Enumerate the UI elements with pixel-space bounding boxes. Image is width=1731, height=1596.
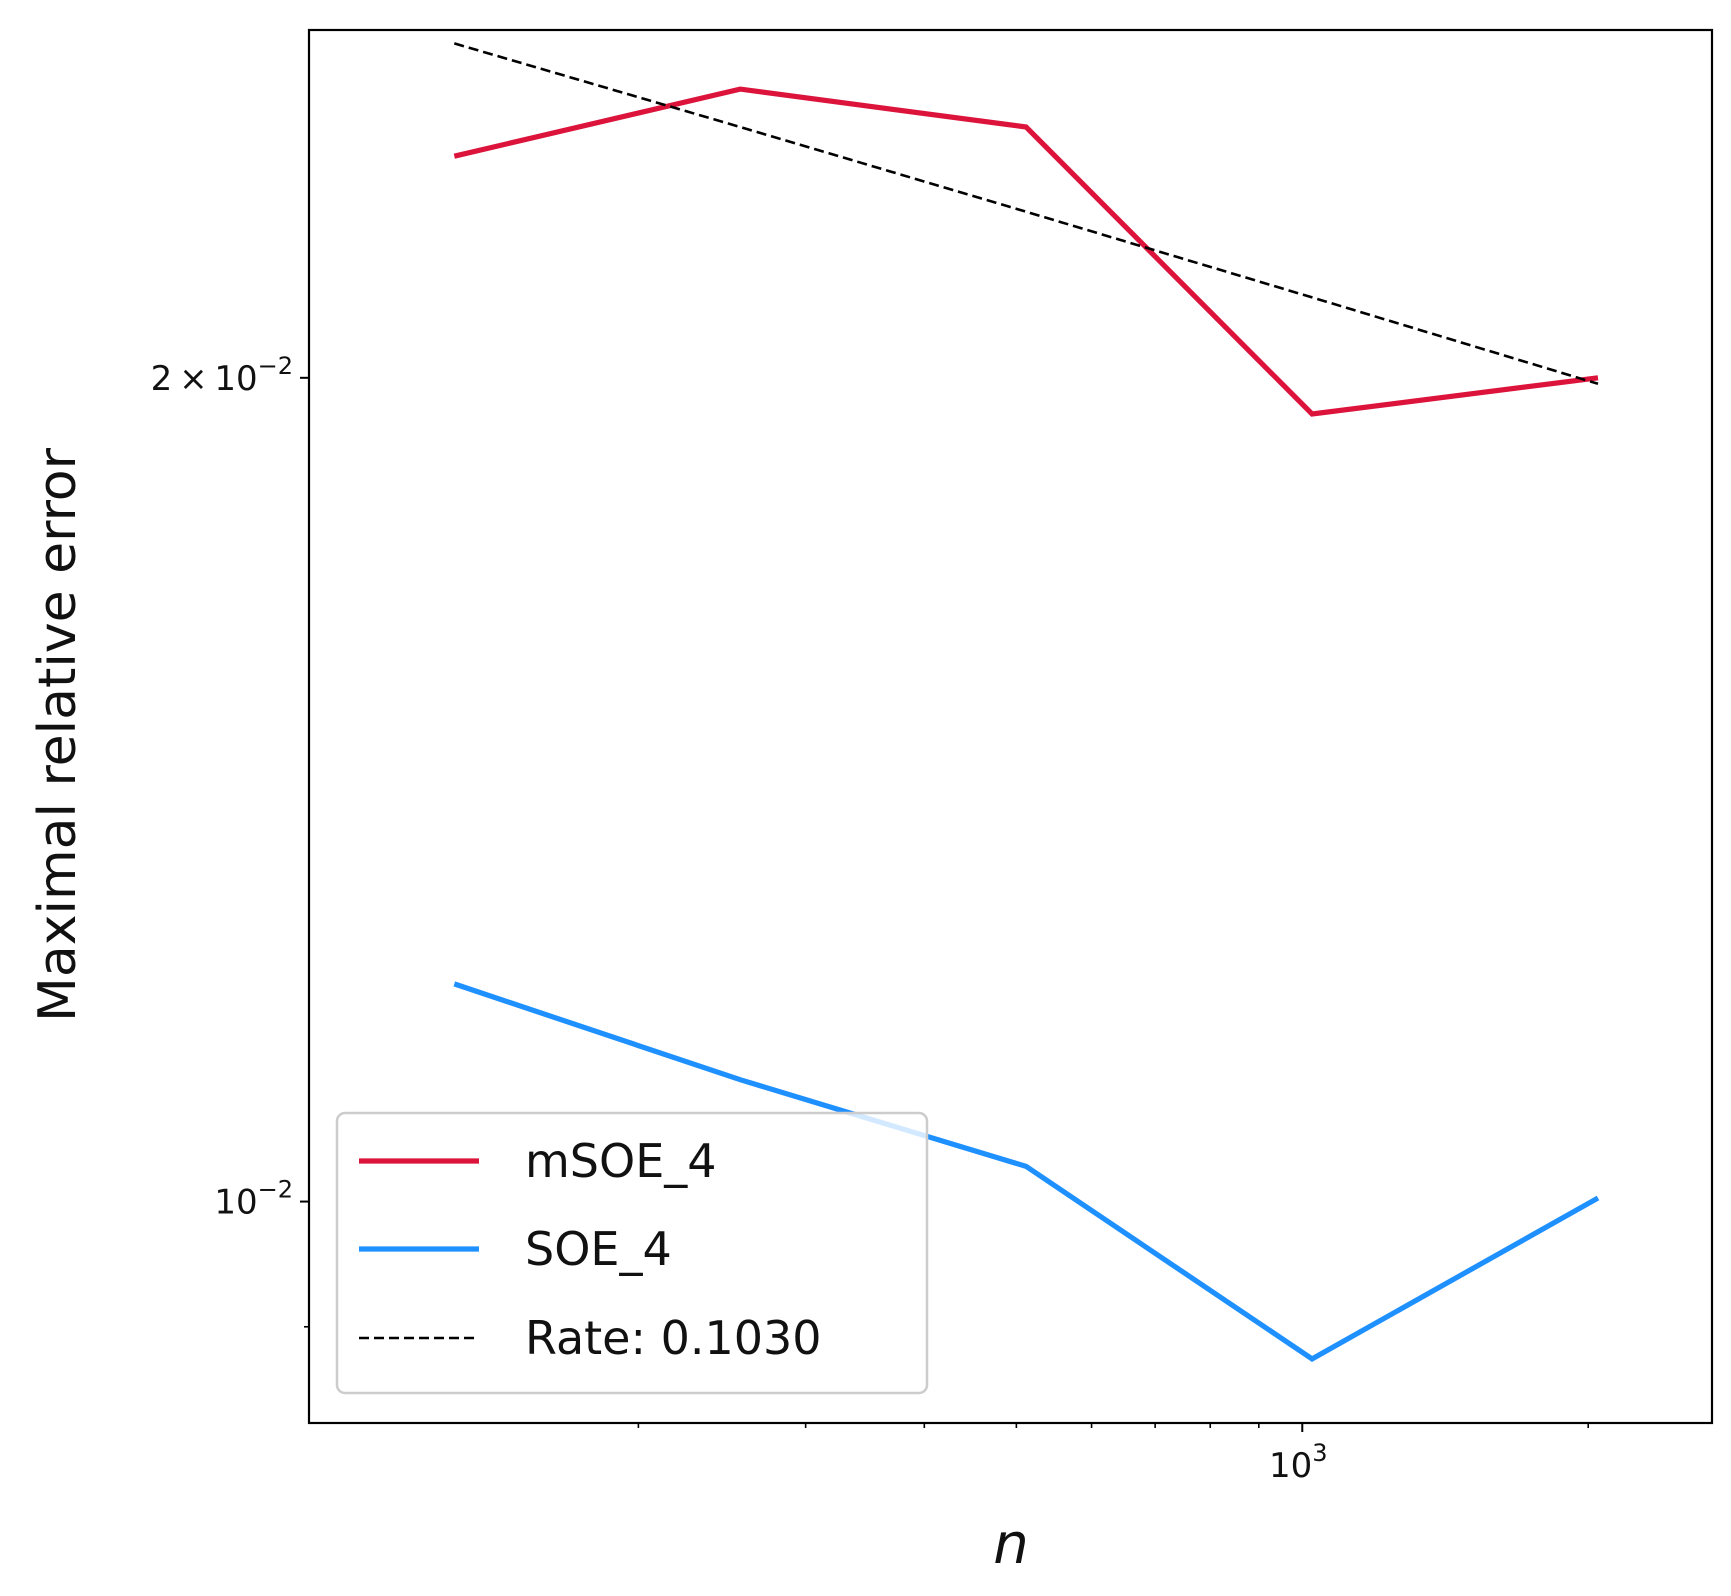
x-axis-label: n xyxy=(993,1512,1029,1577)
y-tick-label: 10−2 xyxy=(214,1176,293,1223)
legend-label: Rate: 0.1030 xyxy=(525,1311,822,1365)
series-layer xyxy=(453,42,1600,1362)
legend-label: SOE_4 xyxy=(525,1222,672,1276)
y-axis-label: Maximal relative error xyxy=(28,447,88,1022)
x-tick-label: 103 xyxy=(1269,1439,1328,1486)
legend: mSOE_4 SOE_4 Rate: 0.1030 xyxy=(335,1111,929,1395)
legend-label: mSOE_4 xyxy=(525,1134,717,1188)
series-line-soe-4 xyxy=(453,981,1600,1362)
legend-box xyxy=(335,1111,929,1395)
series-line-msoe-4 xyxy=(453,86,1599,417)
plot-frame xyxy=(307,28,1714,1425)
series-line-rate-0-1030 xyxy=(453,42,1599,386)
